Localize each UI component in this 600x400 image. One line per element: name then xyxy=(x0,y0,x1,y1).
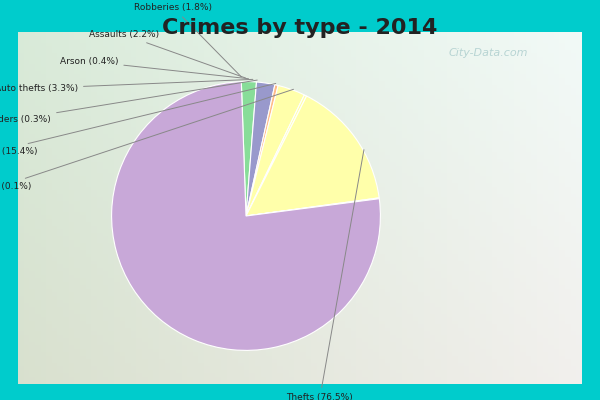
Wedge shape xyxy=(246,86,304,216)
Text: Murders (0.3%): Murders (0.3%) xyxy=(0,80,257,124)
Wedge shape xyxy=(241,82,256,216)
Wedge shape xyxy=(246,198,379,216)
Wedge shape xyxy=(246,95,307,216)
Text: Robberies (1.8%): Robberies (1.8%) xyxy=(134,3,241,77)
Text: Crimes by type - 2014: Crimes by type - 2014 xyxy=(163,18,437,38)
Wedge shape xyxy=(112,82,380,350)
Text: Rapes (0.1%): Rapes (0.1%) xyxy=(0,89,293,191)
Text: Assaults (2.2%): Assaults (2.2%) xyxy=(89,30,245,78)
Text: Arson (0.4%): Arson (0.4%) xyxy=(60,57,248,79)
Wedge shape xyxy=(246,85,278,216)
Text: City-Data.com: City-Data.com xyxy=(449,48,528,58)
Text: Thefts (76.5%): Thefts (76.5%) xyxy=(287,150,364,400)
Wedge shape xyxy=(246,82,275,216)
Text: Burglaries (15.4%): Burglaries (15.4%) xyxy=(0,84,276,156)
Wedge shape xyxy=(246,96,379,216)
Text: Auto thefts (3.3%): Auto thefts (3.3%) xyxy=(0,79,253,93)
